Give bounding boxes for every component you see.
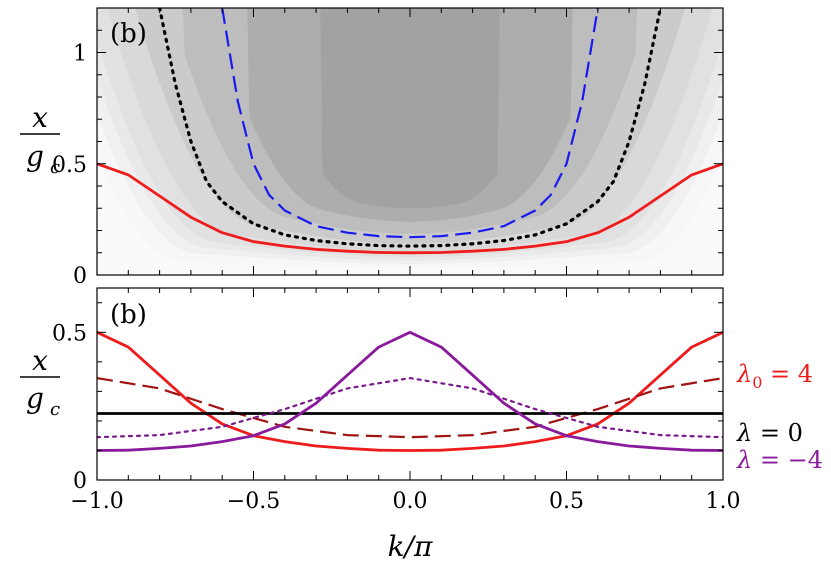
top-ytick-label-1: 0.5 — [52, 153, 87, 178]
bottom-xtick-label-0: −1.0 — [70, 489, 123, 514]
top-series-1 — [158, 8, 662, 248]
bottom-xtick-label-1: −0.5 — [227, 489, 280, 514]
contour-level-8 — [320, 8, 500, 209]
top-series-2 — [221, 8, 599, 239]
bottom-xtick-label-4: 1.0 — [706, 489, 741, 514]
contour-background — [97, 8, 723, 275]
top-panel-label: (b) — [110, 19, 147, 49]
bottom-ylabel-den: g — [26, 382, 44, 415]
bottom-series-3 — [97, 377, 723, 439]
bottom-xtick-label-2: 0.0 — [393, 489, 428, 514]
bottom-ylabel: x g c — [20, 344, 60, 420]
bottom-ticks: 0 0.5 −1.0 −0.5 0.0 0.5 1.0 — [52, 288, 741, 514]
top-ylabel: x g c — [20, 101, 60, 178]
top-series-group — [97, 8, 723, 255]
top-series-0 — [97, 162, 723, 255]
legend-entry-2: λ = −4 — [736, 446, 823, 474]
bottom-panel: 0 0.5 −1.0 −0.5 0.0 0.5 1.0 (b) x g c k/π λ0 =… — [20, 287, 823, 563]
bottom-panel-label: (b) — [110, 300, 147, 330]
bottom-ylabel-num: x — [32, 344, 48, 377]
top-ylabel-num: x — [32, 101, 48, 134]
bottom-series-1 — [97, 377, 723, 439]
bottom-series-4 — [97, 330, 723, 452]
top-ticks: 00.51 — [52, 7, 724, 289]
top-ylabel-den-sub: c — [50, 157, 60, 178]
legend-entry-1: λ = 0 — [736, 419, 803, 447]
top-ylabel-den: g — [26, 140, 44, 173]
top-ytick-label-0: 0 — [73, 264, 87, 289]
bottom-ylabel-den-sub: c — [50, 399, 60, 420]
legend-entry-0: λ0 = 4 — [736, 360, 813, 392]
bottom-series-0 — [97, 331, 723, 452]
bottom-ytick-label-1: 0.5 — [52, 321, 87, 346]
bottom-ytick-label-0: 0 — [73, 469, 87, 494]
legend: λ0 = 4 λ = 0λ = −4 — [736, 360, 823, 474]
x-axis-label: k/π — [388, 530, 433, 563]
bottom-xtick-label-3: 0.5 — [549, 489, 584, 514]
top-ytick-label-2: 1 — [73, 42, 87, 67]
top-panel: 00.51 (b) x g c — [20, 7, 724, 289]
bottom-series-group — [97, 330, 723, 452]
